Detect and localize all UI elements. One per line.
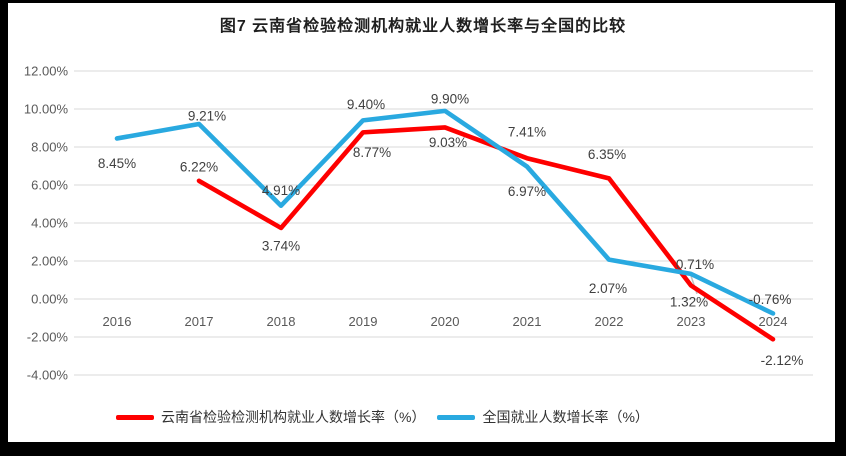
x-axis-label: 2020 [431,314,460,329]
national-data-label: -0.76% [749,292,792,307]
national-data-label: 9.40% [347,97,385,112]
x-axis-label: 2023 [677,314,706,329]
legend-item-national: 全国就业人数增长率（%） [437,407,649,427]
national-data-label: 9.21% [188,109,226,124]
screenshot-border-bottom [0,442,846,456]
yunnan-data-label: 7.41% [508,125,546,140]
screenshot-border-top [0,0,846,3]
x-axis-label: 2018 [267,314,296,329]
chart-title: 图7 云南省检验检测机构就业人数增长率与全国的比较 [219,18,627,35]
x-axis-label: 2022 [595,314,624,329]
national-series-line [114,108,776,316]
yunnan-data-label: 0.71% [676,257,714,272]
x-axis-label: 2024 [759,314,788,329]
yunnan-data-label: 6.22% [180,159,218,174]
screenshot-border-right [835,0,846,456]
yunnan-data-label: -2.12% [761,353,804,368]
yunnan-series-line [196,125,776,342]
yunnan-data-label: 9.03% [429,135,467,150]
yunnan-data-label: 8.77% [353,145,391,160]
national-data-label: 6.97% [508,184,546,199]
y-axis-label: 12.00% [24,64,69,79]
national-data-label: 4.91% [262,183,300,198]
y-axis-label: -4.00% [27,368,69,383]
legend-label-yunnan: 云南省检验检测机构就业人数增长率（%） [161,409,426,425]
x-axis-label: 2021 [513,314,542,329]
screenshot-border-left [0,0,8,456]
national-data-label: 9.90% [431,91,469,106]
y-axis-label: 10.00% [24,102,69,117]
legend-swatch-national [437,414,476,420]
yunnan-data-label: 3.74% [262,238,300,253]
legend-label-national: 全国就业人数增长率（%） [482,409,649,425]
legend-swatch-yunnan [116,414,154,420]
y-axis-label: -2.00% [27,330,69,345]
x-axis-label: 2017 [185,314,214,329]
x-axis-label: 2016 [103,314,132,329]
y-axis-label: 0.00% [31,292,68,307]
y-axis-label: 2.00% [31,254,68,269]
y-axis-label: 6.00% [31,178,68,193]
yunnan-data-label: 6.35% [588,147,626,162]
y-axis-label: 4.00% [31,216,68,231]
national-data-label: 1.32% [670,294,708,309]
national-data-label: 8.45% [98,156,136,171]
x-axis-label: 2019 [349,314,378,329]
legend-item-yunnan: 云南省检验检测机构就业人数增长率（%） [116,407,425,427]
y-axis-label: 8.00% [31,140,68,155]
national-data-label: 2.07% [589,281,627,296]
chart-legend: 云南省检验检测机构就业人数增长率（%） 全国就业人数增长率（%） [116,407,649,427]
